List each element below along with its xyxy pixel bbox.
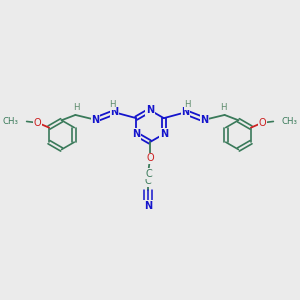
Text: H: H	[184, 100, 191, 109]
Text: N: N	[110, 107, 118, 117]
Text: N: N	[160, 129, 168, 139]
Text: C: C	[146, 169, 153, 178]
Text: N: N	[146, 105, 154, 115]
Text: N: N	[182, 107, 190, 117]
Text: CH₃: CH₃	[2, 117, 18, 126]
Text: O: O	[146, 154, 154, 164]
Text: O: O	[34, 118, 42, 128]
Text: H: H	[220, 103, 227, 112]
Text: CH₃: CH₃	[282, 117, 298, 126]
Text: N: N	[132, 129, 140, 139]
Text: O: O	[258, 118, 266, 128]
Text: H: H	[109, 100, 116, 109]
Text: N: N	[144, 201, 152, 211]
Text: C: C	[145, 176, 151, 186]
Text: N: N	[201, 115, 209, 125]
Text: H: H	[73, 103, 80, 112]
Text: N: N	[91, 115, 99, 125]
